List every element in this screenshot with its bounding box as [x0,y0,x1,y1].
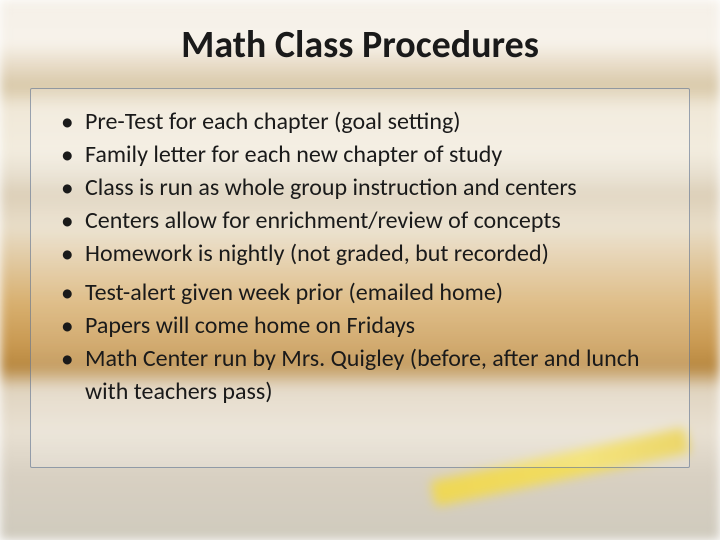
list-item: Math Center run by Mrs. Quigley (before,… [55,342,665,408]
slide-title: Math Class Procedures [0,0,720,82]
list-item: Test-alert given week prior (emailed hom… [55,276,665,309]
list-item: Family letter for each new chapter of st… [55,138,665,171]
bullet-list: Pre-Test for each chapter (goal setting)… [55,105,665,270]
list-item: Homework is nightly (not graded, but rec… [55,237,665,270]
list-item: Papers will come home on Fridays [55,309,665,342]
content-box: Pre-Test for each chapter (goal setting)… [30,88,690,468]
slide: Math Class Procedures Pre-Test for each … [0,0,720,540]
bullet-list: Test-alert given week prior (emailed hom… [55,276,665,408]
list-item: Centers allow for enrichment/review of c… [55,204,665,237]
list-item: Class is run as whole group instruction … [55,171,665,204]
list-item: Pre-Test for each chapter (goal setting) [55,105,665,138]
